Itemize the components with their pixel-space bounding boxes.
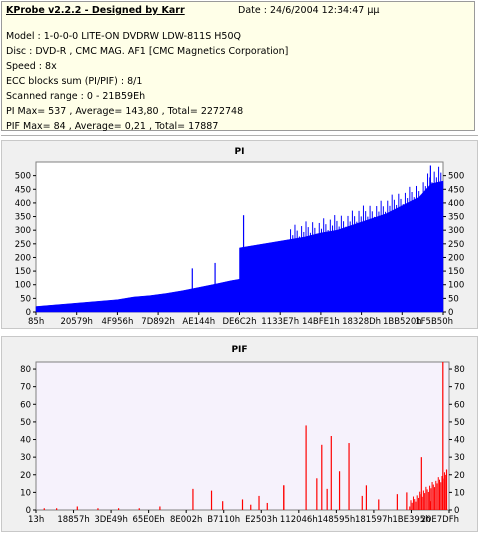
pif-chart: 0 0 10 10 20 20 30 30 40 40 50 50 60 60 70 70 80 80 13h 188… (20, 361, 465, 525)
pi-ytick-label-right: 100 (448, 281, 464, 291)
pif-xtick-label: 148595h (317, 515, 355, 525)
pif-ytick-label-right: 50 (454, 418, 465, 428)
pi-xtick-label: 18328Dh (342, 317, 381, 327)
pi-ytick-label-left: 0 (26, 308, 31, 318)
pi-xtick-label: 85h (28, 317, 44, 327)
pif-chart-panel: PIF 0 0 10 10 20 20 30 30 40 40 50 50 60 60 70 70 80 80 13… (1, 336, 478, 532)
pif-ytick-label-left: 30 (20, 453, 31, 463)
pif-ytick-label-left: 80 (20, 365, 31, 375)
pif-xtick-label: 20E7DFh (421, 515, 459, 525)
pif-chart-title: PIF (231, 345, 248, 355)
pif-ytick-label-right: 0 (454, 506, 459, 516)
pif-ytick-label-right: 40 (454, 436, 465, 446)
pi-ytick-label-right: 400 (448, 199, 464, 209)
disc-line: Disc : DVD-R , CMC MAG. AF1 [CMC Magneti… (6, 46, 289, 57)
pi-ytick-label-right: 300 (448, 226, 464, 236)
pi-xtick-label: 20579h (60, 317, 92, 327)
pif-xtick-label: 65E0Eh (132, 515, 164, 525)
pi-stats-line: PI Max= 537 , Average= 143,80 , Total= 2… (6, 106, 244, 117)
pif-ytick-label-left: 20 (20, 471, 31, 481)
pif-xtick-label: 1BE395h (392, 515, 430, 525)
pi-chart-title: PI (234, 147, 245, 157)
pif-xtick-label: 3DE49h (94, 515, 128, 525)
pif-xtick-label: B7110h (207, 515, 240, 525)
pi-ytick-label-left: 100 (15, 281, 31, 291)
pif-xtick-label: 8E002h (170, 515, 202, 525)
pi-ytick-label-right: 500 (448, 172, 464, 182)
pi-chart: 0 0 50 50 100 100 150 150 200 200 250 250 300 300 350 3… (15, 161, 464, 327)
pi-ytick-label-left: 50 (20, 294, 31, 304)
pi-ytick-label-left: 300 (15, 226, 31, 236)
pi-ytick-label-left: 500 (15, 172, 31, 182)
pif-plot-area (35, 361, 450, 511)
pif-ytick-label-right: 80 (454, 365, 465, 375)
range-line: Scanned range : 0 - 21B59Eh (6, 91, 146, 102)
pi-xtick-label: 4F956h (101, 317, 133, 327)
pif-xtick-label: 181597h (355, 515, 393, 525)
header-separator (1, 135, 478, 136)
pi-ytick-label-right: 150 (448, 267, 464, 277)
scan-date: Date : 24/6/2004 12:34:47 μμ (238, 5, 380, 16)
pif-ytick-label-left: 40 (20, 436, 31, 446)
pi-xtick-label: 7D892h (141, 317, 175, 327)
pif-ytick-label-left: 50 (20, 418, 31, 428)
pi-ytick-label-left: 400 (15, 199, 31, 209)
pi-ytick-label-right: 450 (448, 185, 464, 195)
pi-ytick-label-left: 150 (15, 267, 31, 277)
pi-ytick-label-left: 450 (15, 185, 31, 195)
pi-ytick-label-right: 250 (448, 240, 464, 250)
pi-ytick-label-right: 200 (448, 253, 464, 263)
pif-xtick-label: E2503h (245, 515, 277, 525)
app-title: KProbe v2.2.2 - Designed by Karr (6, 5, 185, 16)
pi-xtick-label: DE6C2h (222, 317, 256, 327)
pif-ytick-label-right: 30 (454, 453, 465, 463)
pif-ytick-label-left: 70 (20, 383, 31, 393)
pif-xtick-label: 13h (28, 515, 44, 525)
pi-ytick-label-left: 200 (15, 253, 31, 263)
pif-ytick-label-left: 60 (20, 400, 31, 410)
pif-ytick-label-left: 0 (26, 506, 31, 516)
pi-xtick-label: 1BB520h (383, 317, 422, 327)
pif-ytick-label-right: 70 (454, 383, 465, 393)
pi-chart-panel: PI 0 0 50 50 100 100 150 150 200 200 250 250 300 300 3… (1, 140, 478, 329)
ecc-line: ECC blocks sum (PI/PIF) : 8/1 (6, 76, 143, 87)
pi-ytick-label-left: 350 (15, 213, 31, 223)
pif-xtick-label: 18857h (57, 515, 89, 525)
info-header: KProbe v2.2.2 - Designed by Karr Date : … (1, 1, 475, 132)
speed-line: Speed : 8x (6, 61, 57, 72)
pi-xtick-label: 1F5B50h (415, 317, 453, 327)
pif-ytick-label-right: 20 (454, 471, 465, 481)
pif-ytick-label-left: 10 (20, 488, 31, 498)
pif-ytick-label-right: 10 (454, 488, 465, 498)
pi-ytick-label-right: 50 (448, 294, 459, 304)
pif-ytick-label-right: 60 (454, 400, 465, 410)
pi-ytick-label-left: 250 (15, 240, 31, 250)
pi-ytick-label-right: 0 (448, 308, 453, 318)
pif-stats-line: PIF Max= 84 , Average= 0,21 , Total= 178… (6, 121, 219, 132)
pi-xtick-label: 1133E7h (261, 317, 299, 327)
pi-xtick-label: AE144h (182, 317, 215, 327)
model-line: Model : 1-0-0-0 LITE-ON DVDRW LDW-811S H… (6, 31, 241, 42)
pi-ytick-label-right: 350 (448, 213, 464, 223)
pi-xtick-label: 14BFE1h (302, 317, 340, 327)
pif-xtick-label: 112046h (280, 515, 318, 525)
